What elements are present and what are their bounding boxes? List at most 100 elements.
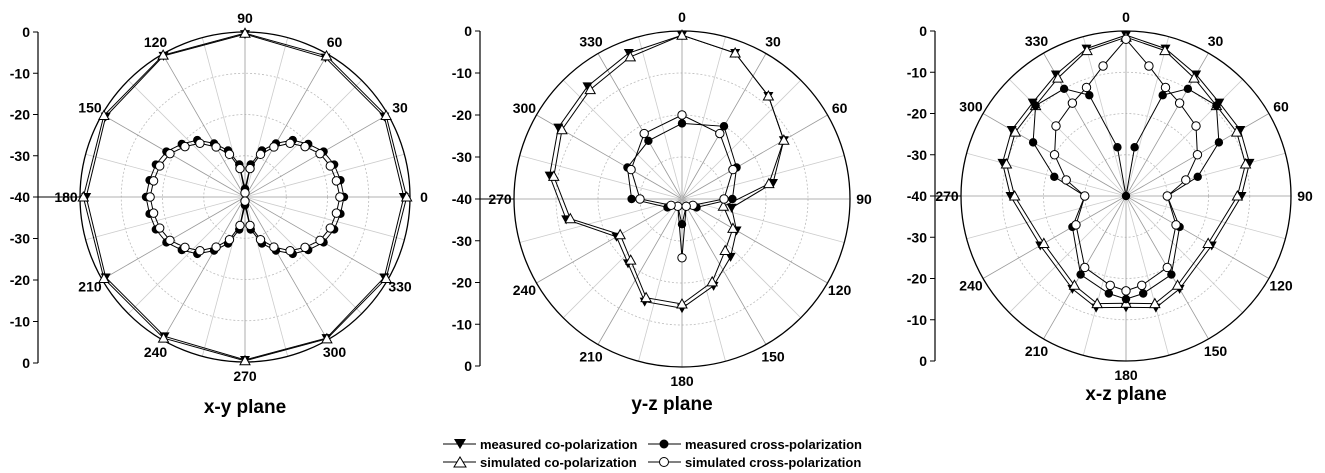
angle-tick-label: 240	[144, 344, 168, 360]
radial-tick-label: -40	[452, 191, 472, 207]
angle-tick-label: 210	[78, 279, 102, 295]
data-point	[1191, 70, 1202, 80]
data-point	[148, 208, 159, 218]
grid-spoke	[85, 196, 246, 241]
data-point	[240, 188, 250, 198]
panel-title-xz: x-z plane	[1085, 384, 1166, 405]
angle-tick-label: 210	[579, 349, 603, 365]
radial-tick-label: 0	[22, 355, 30, 371]
data-point	[1049, 150, 1060, 160]
data-point	[331, 208, 342, 218]
data-point	[1091, 297, 1104, 309]
data-point	[1068, 279, 1081, 290]
grid-spoke	[681, 114, 828, 200]
grid-spoke	[244, 196, 328, 341]
data-point	[1137, 280, 1147, 291]
angle-tick-label: 0	[1122, 9, 1130, 25]
data-point	[180, 141, 190, 152]
data-point	[719, 122, 729, 131]
data-point	[725, 252, 736, 262]
radial-tick-label: -30	[10, 148, 30, 164]
data-point	[1105, 280, 1115, 291]
angle-tick-label: 330	[1025, 33, 1049, 49]
grid-spoke	[966, 195, 1127, 240]
radial-tick-label: -20	[10, 107, 30, 123]
data-point	[269, 242, 279, 252]
data-point	[380, 109, 392, 121]
radial-tick-label: -40	[907, 188, 927, 204]
grid-spoke	[1125, 152, 1286, 197]
data-point	[1188, 72, 1200, 83]
grid-spoke	[1125, 195, 1270, 279]
panel-title-yz: y-z plane	[631, 394, 712, 415]
grid-spoke	[681, 198, 802, 319]
grid-spoke	[1125, 36, 1170, 197]
data-point	[1167, 270, 1176, 279]
data-point	[235, 220, 245, 231]
angle-tick-label: 330	[579, 33, 603, 49]
data-point	[1174, 98, 1185, 108]
grid-spoke	[1082, 195, 1127, 356]
angle-tick-label: 240	[513, 282, 537, 298]
series-simulated-cross	[626, 110, 738, 263]
radial-tick-label: -10	[907, 312, 927, 328]
data-point	[614, 228, 627, 240]
data-point	[624, 254, 637, 265]
polar-panel-xy: 03060901201501802102402703003300-10-20-3…	[10, 10, 428, 384]
grid-spoke	[597, 53, 683, 200]
grid-spoke	[681, 198, 845, 243]
legend-entry-simulated-co: simulated co-polarization	[443, 455, 637, 470]
data-point	[1144, 61, 1154, 71]
data-point	[1171, 220, 1181, 230]
grid-spoke	[681, 155, 845, 200]
data-point	[635, 194, 645, 204]
grid-spoke	[681, 36, 726, 200]
data-point	[763, 177, 775, 189]
grid-spoke	[681, 198, 828, 284]
data-point	[224, 234, 235, 245]
grid-spoke	[536, 198, 683, 284]
radial-tick-label: 0	[464, 23, 472, 39]
radial-tick-label: -10	[452, 65, 472, 81]
data-point	[719, 244, 732, 255]
radial-tick-label: -20	[452, 275, 472, 291]
data-point	[195, 138, 205, 148]
data-point	[1230, 126, 1243, 137]
polar-panel-xz: 03060901201501802102402703003300-10-20-3…	[907, 9, 1313, 383]
data-point	[666, 200, 676, 211]
angle-tick-label: 90	[237, 10, 253, 26]
data-point	[1193, 172, 1202, 181]
radial-tick-label: -30	[907, 229, 927, 245]
grid-spoke	[681, 198, 726, 362]
data-point	[1191, 121, 1201, 131]
data-point	[626, 164, 636, 175]
data-point	[624, 50, 637, 62]
angle-tick-label: 150	[761, 349, 785, 365]
grid-spoke	[597, 198, 683, 345]
data-point	[1076, 270, 1085, 279]
data-point	[1138, 289, 1148, 298]
data-point	[335, 192, 345, 202]
series-simulated-co	[77, 27, 413, 366]
data-point	[180, 242, 190, 253]
grid-spoke	[244, 153, 405, 198]
radial-tick-label: 0	[464, 358, 472, 374]
data-point	[1061, 175, 1071, 185]
grid-spoke	[519, 155, 683, 200]
grid-spoke	[1125, 195, 1243, 313]
data-point	[681, 201, 691, 211]
angle-tick-label: 30	[1208, 33, 1224, 49]
legend-entry-measured-co: measured co-polarization	[443, 437, 638, 452]
radial-tick-label: -10	[452, 316, 472, 332]
grid-spoke	[244, 53, 328, 198]
data-point	[1214, 138, 1224, 147]
angle-tick-label: 120	[1269, 278, 1293, 294]
radial-tick-label: -30	[452, 149, 472, 165]
data-point	[1212, 101, 1221, 110]
data-point	[325, 161, 335, 171]
grid-spoke	[982, 195, 1127, 279]
data-point	[719, 194, 729, 204]
angle-tick-label: 180	[1114, 367, 1138, 383]
data-point	[564, 212, 577, 224]
data-point	[1085, 91, 1094, 100]
